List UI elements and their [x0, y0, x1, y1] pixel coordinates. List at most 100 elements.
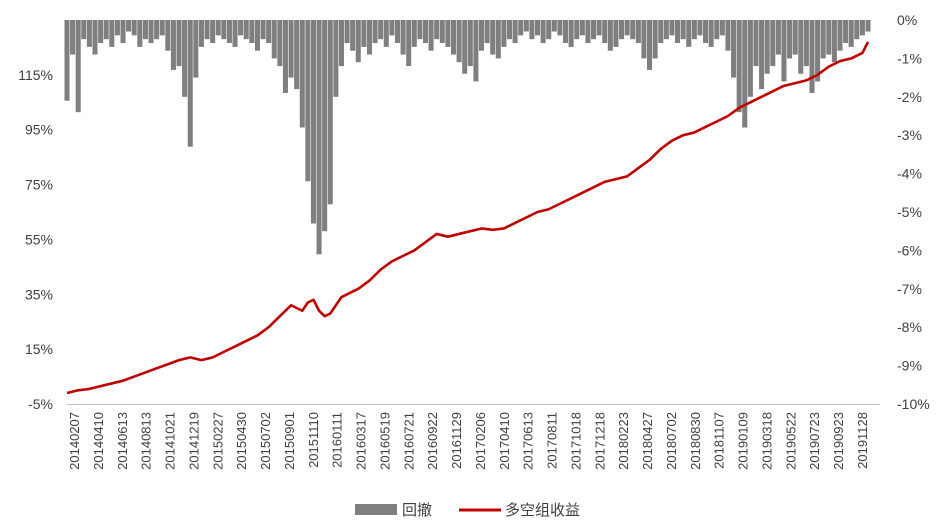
- right-tick-label: -3%: [897, 127, 922, 143]
- drawdown-bar-54: [366, 20, 372, 55]
- drawdown-bar-0: [64, 20, 70, 101]
- drawdown-bar-134: [815, 20, 821, 82]
- x-tick-label: 20141219: [186, 412, 201, 470]
- x-tick-label: 20190923: [831, 412, 846, 470]
- x-tick-label: 20150430: [234, 412, 249, 470]
- x-tick-label: 20141021: [163, 412, 178, 470]
- left-tick-label: -5%: [28, 396, 53, 412]
- drawdown-bar-80: [512, 20, 518, 44]
- legend-label-drawdown: 回撤: [402, 502, 432, 519]
- legend: 回撤 多空组收益: [355, 502, 580, 519]
- drawdown-bar-67: [439, 20, 445, 44]
- drawdown-bar-132: [803, 20, 809, 67]
- drawdown-bar-48: [333, 20, 339, 97]
- drawdown-bar-120: [736, 20, 742, 113]
- drawdown-bar-7: [103, 20, 109, 40]
- right-tick-label: -1%: [897, 50, 922, 66]
- drawdown-bar-105: [652, 20, 658, 59]
- drawdown-bar-135: [820, 20, 826, 59]
- drawdown-bar-61: [406, 20, 412, 67]
- right-tick-label: -5%: [897, 204, 922, 220]
- drawdown-bar-88: [557, 20, 563, 36]
- legend-label-return: 多空组收益: [505, 502, 580, 519]
- drawdown-bar-95: [596, 20, 602, 36]
- drawdown-bar-56: [378, 20, 384, 40]
- drawdown-bar-2: [75, 20, 81, 113]
- left-tick-label: 55%: [25, 231, 53, 247]
- x-tick-label: 20180830: [688, 412, 703, 470]
- drawdown-bar-52: [355, 20, 361, 63]
- right-tick-label: -8%: [897, 319, 922, 335]
- drawdown-bar-136: [826, 20, 832, 55]
- drawdown-bar-84: [535, 20, 541, 36]
- drawdown-bar-36: [266, 20, 272, 44]
- drawdown-bar-64: [422, 20, 429, 44]
- drawdown-bar-43: [305, 20, 311, 182]
- drawdown-bar-74: [478, 20, 485, 51]
- drawdown-bar-51: [350, 20, 356, 51]
- drawdown-bar-131: [798, 20, 804, 74]
- drawdown-bar-106: [658, 20, 664, 44]
- drawdown-bar-49: [338, 20, 344, 67]
- drawdown-bar-90: [568, 20, 574, 47]
- drawdown-bar-11: [126, 20, 132, 32]
- drawdown-bar-3: [81, 20, 87, 40]
- drawdown-bar-66: [434, 20, 440, 40]
- drawdown-bar-39: [282, 20, 288, 93]
- drawdown-bar-104: [647, 20, 653, 70]
- drawdown-bar-16: [154, 20, 160, 40]
- drawdown-bar-8: [109, 20, 115, 47]
- drawdown-bar-40: [288, 20, 294, 78]
- drawdown-bar-57: [383, 20, 389, 47]
- drawdown-bar-45: [316, 20, 322, 255]
- drawdown-bar-77: [495, 20, 501, 59]
- left-axis: 115% 95% 75% 55% 35% 15% -5%: [18, 67, 53, 412]
- drawdown-bar-1: [70, 20, 76, 55]
- drawdown-bar-69: [450, 20, 457, 55]
- drawdown-bar-119: [731, 20, 737, 78]
- drawdown-bar-121: [742, 20, 748, 128]
- drawdown-bar-23: [193, 20, 199, 78]
- drawdown-bar-130: [792, 20, 798, 55]
- drawdown-bar-126: [770, 20, 776, 67]
- drawdown-bar-107: [663, 20, 669, 40]
- x-tick-label: 20180223: [616, 412, 631, 470]
- drawdown-bar-73: [473, 20, 479, 82]
- drawdown-bar-103: [641, 20, 647, 59]
- drawdown-bar-138: [837, 20, 843, 51]
- left-tick-label: 15%: [25, 341, 53, 357]
- drawdown-bar-93: [585, 20, 591, 44]
- x-tick-label: 20170811: [545, 412, 560, 469]
- drawdown-bar-128: [781, 20, 787, 82]
- drawdown-bar-30: [232, 20, 238, 47]
- drawdown-bar-22: [187, 20, 193, 147]
- right-tick-label: -4%: [897, 166, 922, 182]
- drawdown-bar-94: [591, 20, 597, 40]
- x-tick-label: 20161129: [449, 412, 464, 469]
- drawdown-bar-63: [417, 20, 423, 40]
- drawdown-bar-72: [467, 20, 473, 67]
- return-line-path: [66, 41, 870, 395]
- drawdown-bar-35: [260, 20, 266, 40]
- drawdown-bar-113: [697, 20, 703, 36]
- drawdown-bar-140: [848, 20, 854, 47]
- drawdown-bar-42: [299, 20, 305, 128]
- drawdown-bar-85: [540, 20, 546, 44]
- x-axis: 20140207 20140410 20140613 20140813 20141021…: [67, 412, 870, 470]
- x-tick-label: 20160317: [354, 412, 369, 470]
- drawdown-bar-37: [271, 20, 277, 59]
- x-tick-label: 20170613: [521, 412, 536, 470]
- drawdown-bar-118: [725, 20, 731, 51]
- drawdown-bar-44: [310, 20, 316, 224]
- drawdown-bar-108: [669, 20, 675, 36]
- drawdown-bar-122: [747, 20, 753, 97]
- drawdown-bar-81: [518, 20, 524, 36]
- drawdown-bar-50: [344, 20, 350, 44]
- right-tick-label: -10%: [897, 396, 930, 412]
- drawdown-bar-5: [92, 20, 98, 55]
- drawdown-bar-83: [529, 20, 535, 40]
- left-tick-label: 75%: [25, 177, 53, 193]
- drawdown-bar-65: [428, 20, 434, 51]
- drawdown-bar-68: [445, 20, 451, 47]
- right-tick-label: -9%: [897, 358, 922, 374]
